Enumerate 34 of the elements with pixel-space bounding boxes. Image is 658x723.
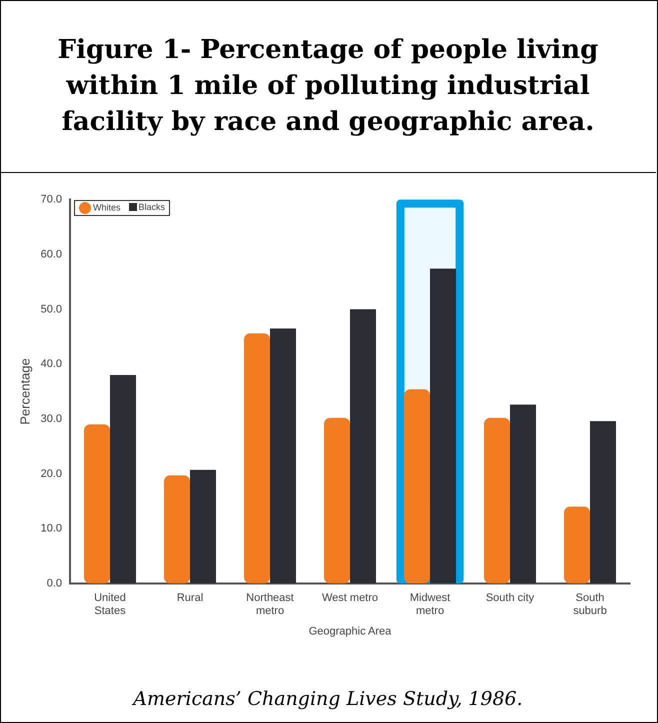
x-tick-label: Midwest metro <box>410 592 450 618</box>
bar <box>244 333 270 584</box>
x-tick-label: Northeast metro <box>246 592 294 618</box>
y-tick-label: 50.0 <box>40 303 62 316</box>
bar <box>484 418 510 584</box>
bar <box>404 389 430 584</box>
x-tick-label: South city <box>486 592 535 604</box>
bar <box>164 475 190 584</box>
y-tick-label: 10.0 <box>40 522 62 535</box>
x-tick-label: Rural <box>176 592 204 604</box>
bar <box>110 375 136 584</box>
bar <box>350 309 376 584</box>
bar <box>590 421 616 584</box>
text: Americans’ Changing Lives Study, 1986. <box>130 688 524 710</box>
bar <box>270 328 296 584</box>
bar <box>324 418 350 584</box>
chart-title: Figure 1- Percentage of people living within 1 mile of polluting industrial facility by race and geographic area. <box>0 0 656 173</box>
bar <box>510 404 536 584</box>
y-axis-title: Percentage <box>17 358 32 425</box>
y-tick-label: 0.0 <box>46 577 62 590</box>
y-tick-label: 70.0 <box>40 194 62 206</box>
x-tick-label: West metro <box>322 592 378 604</box>
bar <box>564 506 590 584</box>
bar <box>84 424 110 584</box>
y-tick-label: 40.0 <box>40 358 62 370</box>
y-tick-label: 60.0 <box>40 248 62 260</box>
legend-label: Whites <box>92 202 121 214</box>
x-tick-label: South suburb <box>573 592 607 618</box>
y-tick-label: 20.0 <box>40 468 62 480</box>
bar <box>190 470 216 584</box>
legend-label: Blacks <box>138 202 166 214</box>
x-tick-label: United States <box>94 592 126 618</box>
x-axis-title: Geographic Area <box>308 625 392 638</box>
y-tick-label: 30.0 <box>40 412 62 425</box>
